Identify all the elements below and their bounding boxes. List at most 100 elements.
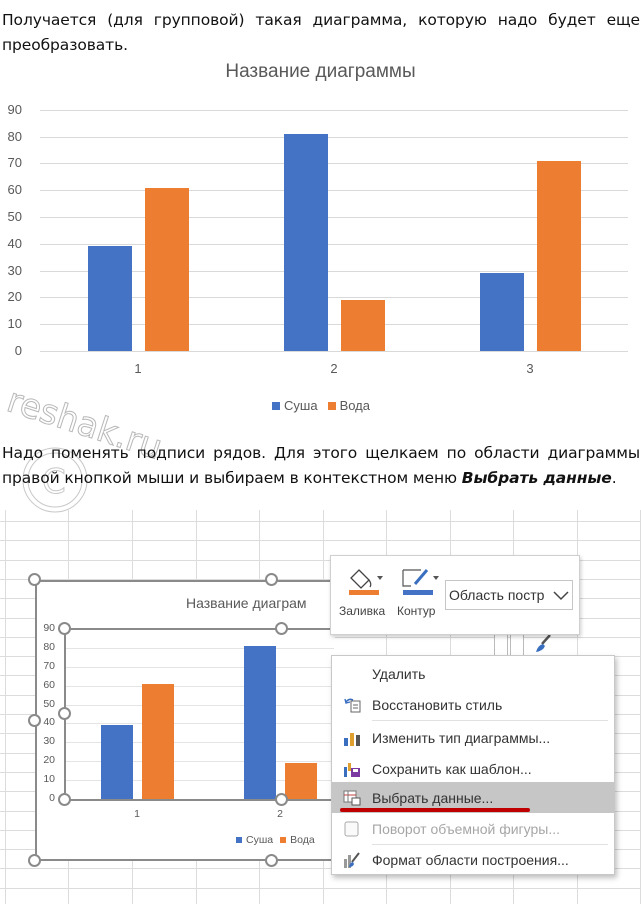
excel-chart-legend[interactable]: Суша Вода (236, 834, 325, 846)
gridline (40, 270, 628, 272)
gridline (65, 742, 334, 744)
grid-row-line (0, 540, 641, 542)
brush-icon[interactable] (532, 632, 554, 656)
chart-resize-handle-bl[interactable] (28, 854, 41, 867)
menu-item-1[interactable]: Восстановить стиль (332, 689, 614, 720)
chart-resize-handle-ml[interactable] (28, 714, 41, 727)
y-tick-label: 30 (7, 262, 22, 278)
gridline (40, 243, 628, 245)
gridline (65, 761, 334, 763)
gridline (65, 629, 334, 630)
paint-bucket-icon (349, 569, 383, 595)
menu-item-label: Удалить (372, 665, 426, 682)
excel-bar-Вода-2[interactable] (284, 763, 317, 799)
y-tick-label: 90 (7, 101, 22, 117)
legend-swatch (327, 401, 336, 410)
outline-button[interactable]: Контур (397, 564, 447, 629)
gridline (40, 136, 628, 138)
grid-row-line (0, 559, 641, 561)
chart-element-select[interactable]: Область постр (445, 580, 573, 610)
menu-item-label: Поворот объемной фигуры... (372, 820, 561, 837)
pen-outline-icon (402, 569, 439, 595)
y-tick-label: 80 (7, 128, 22, 144)
bar-Вода-3 (536, 160, 581, 351)
menu-item-3[interactable]: Сохранить как шаблон... (332, 753, 614, 784)
bar-Вода-2 (340, 300, 385, 351)
grid-row-line (0, 578, 641, 580)
y-tick-label: 50 (7, 209, 22, 224)
menu-item-2[interactable]: Изменить тип диаграммы... (332, 722, 614, 753)
chart-element-select-value: Область постр (449, 587, 545, 603)
fill-button[interactable]: Заливка (339, 564, 389, 629)
save-template-icon (332, 761, 372, 777)
menu-item-label: Формат области построения... (372, 851, 569, 868)
bar-chart: Название диаграммы 90 80 70 60 50 40 30 20 10 0 1… (0, 55, 641, 425)
bar-Суша-2 (283, 133, 328, 351)
select-data-icon (332, 790, 372, 806)
menu-item-label: Восстановить стиль (372, 696, 503, 713)
x-category-label: 2 (330, 361, 338, 376)
menu-item-label: Изменить тип диаграммы... (372, 729, 551, 746)
x-category-label: 1 (134, 808, 140, 820)
legend-item-voda: Вода (327, 398, 370, 413)
excel-bar-Суша-2[interactable] (243, 646, 276, 799)
menu-item-label: Сохранить как шаблон... (372, 760, 532, 777)
gridline (65, 647, 334, 649)
excel-chart-title[interactable]: Название диаграм (186, 595, 307, 611)
bar-Суша-3 (479, 273, 524, 351)
rotation-3d-icon (332, 820, 372, 838)
y-tick-label: 20 (43, 754, 55, 767)
plot-resize-handle-tl[interactable] (58, 622, 71, 635)
gridline (40, 297, 628, 299)
plot-resize-handle-bc[interactable] (275, 793, 288, 806)
gridline (40, 109, 628, 111)
chevron-down-icon (553, 591, 569, 601)
chart-elements-button[interactable] (494, 634, 508, 656)
y-tick-label: 50 (43, 697, 55, 710)
chart-type-icon (332, 730, 372, 746)
y-tick-label: 70 (7, 155, 22, 171)
plot-resize-handle-bl[interactable] (58, 793, 71, 806)
excel-chart-area[interactable] (35, 580, 335, 861)
y-tick-label: 20 (7, 289, 22, 305)
grid-row-line (0, 868, 641, 870)
y-tick-label: 0 (49, 792, 55, 804)
gridline (40, 217, 628, 218)
chart-legend: Суша Вода (272, 398, 380, 413)
format-area-icon (332, 851, 372, 869)
format-mini-toolbar: Заливка Контур Область постр (330, 555, 580, 635)
plot-area-border-bottom (64, 799, 334, 801)
menu-item-4[interactable]: Выбрать данные... (332, 782, 614, 813)
x-category-label: 1 (134, 361, 142, 376)
bar-Суша-1 (87, 246, 132, 351)
plot-resize-handle-tc[interactable] (275, 622, 288, 635)
chart-resize-handle-bc[interactable] (265, 854, 278, 867)
menu-separator (372, 844, 608, 845)
context-menu: Удалить Восстановить стиль Изменить тип ди… (331, 655, 615, 875)
gridline (65, 704, 334, 706)
gridline (65, 666, 334, 668)
y-tick-label: 0 (14, 343, 22, 358)
menu-item-label: Выбрать данные... (372, 789, 494, 806)
gridline (40, 190, 628, 192)
chart-styles-button[interactable] (510, 634, 524, 656)
menu-item-6[interactable]: Формат области построения... (332, 844, 614, 875)
excel-bar-Суша-1[interactable] (100, 725, 133, 799)
y-tick-label: 10 (43, 773, 55, 786)
excel-bar-Вода-1[interactable] (141, 683, 174, 799)
y-tick-label: 60 (43, 678, 55, 691)
chart-resize-handle-tl[interactable] (28, 573, 41, 586)
grid-row-line (0, 521, 641, 522)
reset-style-icon (332, 697, 372, 713)
y-tick-label: 60 (7, 182, 22, 198)
plot-resize-handle-ml[interactable] (58, 707, 71, 720)
menu-separator (372, 720, 608, 721)
fill-label: Заливка (339, 604, 386, 618)
outline-label: Контур (397, 604, 436, 618)
menu-item-0[interactable]: Удалить (332, 658, 614, 689)
grid-row-line (0, 887, 641, 889)
x-category-label: 3 (526, 361, 534, 376)
chart-resize-handle-tc[interactable] (265, 573, 278, 586)
y-tick-label: 90 (43, 622, 55, 634)
y-tick-label: 10 (7, 316, 22, 332)
